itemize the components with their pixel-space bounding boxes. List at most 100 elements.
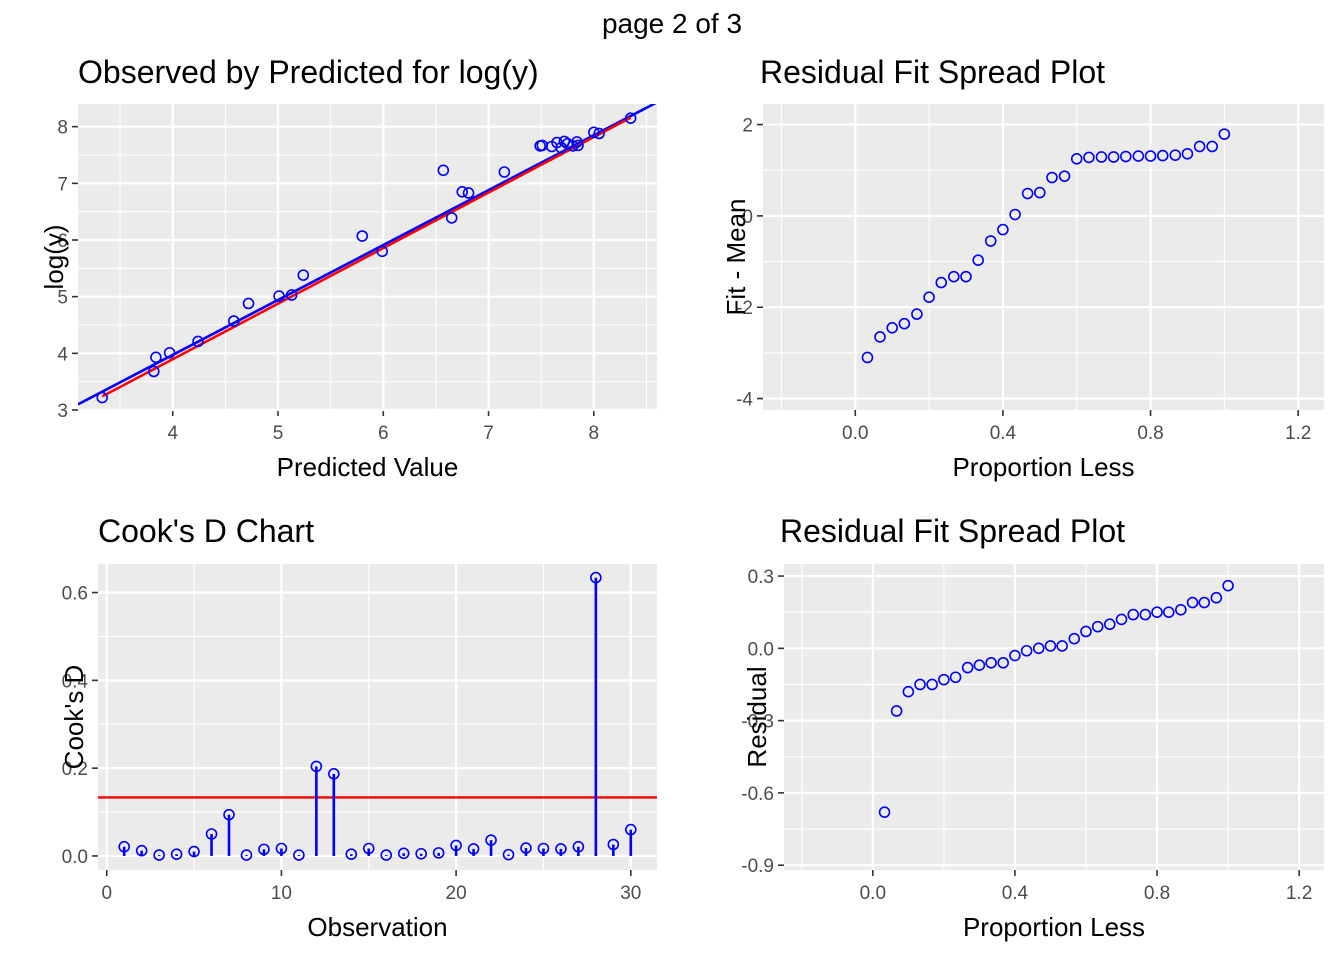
data-point [432, 847, 445, 859]
data-point [1044, 640, 1057, 652]
data-point [1186, 596, 1199, 609]
data-point [498, 166, 511, 178]
data-point [1132, 150, 1145, 162]
data-point [914, 678, 926, 691]
data-point [1198, 596, 1211, 609]
chart-title: Observed by Predicted for log(y) [78, 54, 539, 90]
data-point [1009, 649, 1021, 662]
data-point [1034, 186, 1046, 199]
data-point [188, 845, 200, 858]
y-tick-label: 6 [57, 231, 68, 252]
x-tick-label: 0.0 [860, 883, 886, 904]
x-tick-label: 6 [378, 423, 389, 444]
x-tick-label: 7 [483, 423, 494, 444]
y-tick-label: -0.6 [741, 784, 774, 805]
data-point [445, 212, 458, 224]
series-line-reference [101, 116, 632, 398]
x-axis-title: Proportion Less [963, 912, 1145, 942]
chart-obs-pred: Observed by Predicted for log(y) 4 5 6 7 8 3 4 5… [39, 54, 657, 482]
data-point [890, 705, 903, 717]
data-point [285, 289, 298, 301]
data-point [1139, 608, 1152, 621]
data-point [380, 849, 393, 861]
x-tick-label: 0.8 [1144, 883, 1170, 904]
x-tick-label: 10 [271, 883, 292, 904]
x-axis-title: Observation [307, 912, 447, 942]
y-tick-label: -0.9 [741, 856, 774, 877]
data-point [949, 671, 962, 684]
data-point [911, 308, 923, 320]
data-point [1046, 171, 1058, 184]
y-tick-label: 0.0 [748, 639, 774, 660]
data-point [938, 673, 950, 686]
data-point [985, 656, 997, 669]
y-tick-label: -4 [736, 390, 753, 411]
data-point [356, 230, 369, 242]
data-point [345, 848, 358, 860]
data-point [328, 768, 340, 780]
y-tick-label: 0 [742, 207, 753, 228]
plot-panel [784, 564, 1324, 870]
x-tick-label: 1.2 [1286, 883, 1312, 904]
page-label: page 2 of 3 [602, 8, 742, 39]
y-tick-label: 5 [57, 288, 68, 309]
plot-panel [763, 104, 1324, 410]
data-point [984, 235, 997, 247]
y-tick-label: 0.6 [62, 584, 88, 605]
data-point [1181, 147, 1194, 160]
chart-title: Cook's D Chart [98, 513, 314, 549]
x-axis-title: Predicted Value [277, 452, 459, 482]
data-point [1115, 613, 1128, 626]
y-tick-label: 0.0 [62, 847, 88, 868]
data-point [275, 842, 288, 855]
data-point [607, 838, 620, 851]
data-point [1175, 603, 1187, 616]
data-point [153, 849, 165, 861]
data-point [948, 270, 960, 283]
chart-cooks: Cook's D Chart 0 10 20 30 0.0 0.2 0.4 0.6 Observa… [59, 513, 657, 942]
y-axis-title: log(y) [39, 224, 69, 289]
y-tick-label: 0.2 [62, 759, 88, 780]
y-tick-label: 0.4 [62, 671, 89, 692]
data-point [228, 315, 240, 327]
data-point [1156, 149, 1169, 162]
data-point [590, 571, 602, 584]
data-point [170, 848, 183, 860]
data-point [588, 126, 600, 139]
data-point [1210, 591, 1223, 604]
data-point [902, 685, 915, 698]
chart-rfs-resid: Residual Fit Spread Plot 0.0 0.4 0.8 1.2 -0.9… [741, 513, 1324, 942]
data-point [1020, 644, 1033, 657]
data-point [362, 842, 375, 855]
data-point [874, 331, 886, 343]
y-tick-label: 4 [57, 344, 68, 365]
data-point [1222, 579, 1234, 592]
data-point [520, 842, 532, 854]
x-tick-label: 30 [620, 883, 641, 904]
data-point [923, 291, 935, 303]
data-point [293, 849, 305, 861]
data-point [1083, 151, 1095, 164]
data-point [462, 187, 475, 199]
y-tick-label: 8 [57, 118, 68, 139]
data-point [1009, 208, 1021, 221]
x-tick-label: 0 [101, 883, 112, 904]
data-point [1056, 640, 1068, 652]
data-point [456, 186, 469, 198]
data-point [1193, 140, 1206, 153]
y-axis-title: Cook's D [59, 665, 89, 770]
data-point [572, 139, 584, 152]
plot-marks [878, 579, 1234, 818]
data-point [997, 223, 1009, 236]
data-point [997, 656, 1009, 669]
x-tick-label: 0.0 [842, 423, 868, 444]
data-point [258, 843, 270, 856]
data-point [240, 849, 253, 861]
data-point [1127, 608, 1140, 621]
data-point [861, 351, 874, 364]
x-tick-label: 4 [167, 423, 178, 444]
data-point [242, 297, 255, 310]
y-tick-label: 0.3 [748, 567, 774, 588]
chart-rfs-fit: Residual Fit Spread Plot 0.0 0.4 0.8 1.2 -4 -2… [721, 54, 1324, 482]
data-point [485, 834, 497, 846]
